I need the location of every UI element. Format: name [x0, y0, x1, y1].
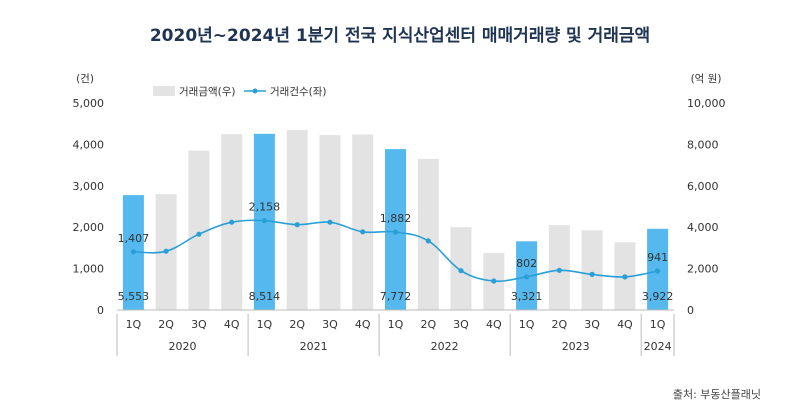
bar: [581, 230, 603, 310]
category-label: 1Q: [650, 318, 666, 331]
year-label: 2022: [431, 340, 459, 353]
legend-bar-swatch: [153, 86, 175, 96]
right-axis: 0 2,000 4,000 6,000 8,000 10,000: [687, 97, 726, 317]
line-point: [589, 271, 595, 277]
category-label: 1Q: [519, 318, 535, 331]
left-axis-unit: (건): [76, 73, 94, 85]
category-label: 4Q: [355, 318, 371, 331]
bar: [188, 150, 210, 310]
line-point: [392, 229, 399, 235]
year-label: 2020: [169, 340, 197, 353]
category-label: 3Q: [191, 318, 207, 331]
line-point: [622, 274, 628, 280]
category-label: 1Q: [388, 318, 404, 331]
line-point: [294, 222, 300, 228]
line-point: [229, 219, 235, 225]
right-axis-tick: 10,000: [687, 97, 726, 110]
category-label: 3Q: [584, 318, 600, 331]
bar: [352, 134, 374, 310]
left-axis-tick: 1,000: [73, 263, 105, 276]
category-label: 2Q: [158, 318, 174, 331]
data-labels: 1,407 5,553 2,158 8,514 1,882 7,772 802 3,321 94…: [118, 201, 674, 303]
year-label: 2023: [562, 340, 590, 353]
right-axis-tick: 8,000: [687, 138, 719, 151]
amount-data-label: 5,553: [118, 290, 150, 303]
left-axis: 0 1,000 2,000 3,000 4,000 5,000: [73, 97, 105, 317]
left-axis-tick: 2,000: [73, 221, 105, 234]
year-axis-labels: 2020 2021 2022 2023 2024: [116, 314, 675, 356]
bar: [548, 225, 570, 310]
line-point: [425, 238, 431, 244]
legend-bar-label: 거래금액(우): [179, 86, 236, 98]
right-axis-tick: 6,000: [687, 180, 719, 193]
category-label: 4Q: [486, 318, 502, 331]
left-axis-tick: 4,000: [73, 138, 105, 151]
line-series: [130, 218, 661, 284]
left-axis-tick: 3,000: [73, 180, 105, 193]
legend-line-marker: [252, 88, 258, 94]
year-label: 2021: [300, 340, 328, 353]
right-axis-tick: 0: [687, 304, 694, 317]
line-point: [360, 229, 366, 235]
category-label: 2Q: [289, 318, 305, 331]
category-label: 2Q: [551, 318, 567, 331]
count-data-label: 1,407: [118, 232, 150, 245]
amount-data-label: 3,922: [642, 290, 674, 303]
category-label: 1Q: [257, 318, 273, 331]
right-axis-tick: 4,000: [687, 221, 719, 234]
line-point: [196, 231, 202, 237]
count-data-label: 802: [516, 257, 537, 270]
line-point: [458, 268, 464, 274]
bar: [417, 158, 439, 310]
count-data-label: 941: [647, 251, 668, 264]
source-note: 출처: 부동산플래닛: [673, 388, 761, 401]
amount-data-label: 3,321: [511, 290, 543, 303]
x-axis-labels: 1Q 2Q 3Q 4Q 1Q 2Q 3Q 4Q 1Q 2Q 3Q 4Q 1Q 2Q 3Q 4Q 1Q: [126, 318, 666, 331]
count-data-label: 2,158: [249, 201, 281, 214]
line-point: [524, 274, 530, 280]
amount-data-label: 7,772: [380, 290, 412, 303]
line-point: [556, 267, 562, 273]
year-label: 2024: [644, 340, 672, 353]
right-axis-unit: (억 원): [691, 73, 722, 85]
legend-line-label: 거래건수(좌): [270, 86, 327, 98]
left-axis-tick: 5,000: [73, 97, 105, 110]
right-axis-tick: 2,000: [687, 263, 719, 276]
line-point: [491, 278, 497, 284]
line-point: [655, 268, 661, 274]
category-label: 2Q: [420, 318, 436, 331]
legend: 거래금액(우) 거래건수(좌): [153, 86, 327, 98]
line-point: [163, 248, 169, 254]
line-point: [130, 249, 136, 255]
left-axis-tick: 0: [97, 304, 104, 317]
line-point: [327, 219, 333, 225]
line-point: [261, 218, 267, 224]
category-label: 4Q: [224, 318, 240, 331]
bar: [286, 129, 308, 310]
count-data-label: 1,882: [380, 212, 412, 225]
category-label: 1Q: [126, 318, 142, 331]
category-label: 3Q: [453, 318, 469, 331]
chart-title: 2020년~2024년 1분기 전국 지식산업센터 매매거래량 및 거래금액: [150, 26, 650, 46]
category-label: 3Q: [322, 318, 338, 331]
amount-data-label: 8,514: [249, 290, 281, 303]
category-label: 4Q: [617, 318, 633, 331]
